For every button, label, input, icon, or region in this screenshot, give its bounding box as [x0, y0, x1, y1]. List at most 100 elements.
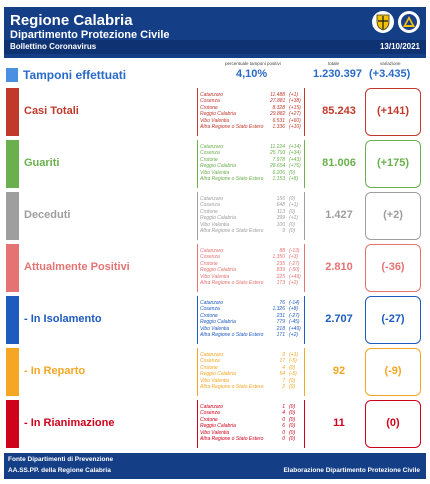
section-color-bar	[6, 244, 19, 292]
bulletin-date: 13/10/2021	[379, 42, 420, 51]
province-value: 1.153 (+8)	[270, 176, 298, 182]
province-change: (+1)	[289, 92, 299, 98]
province-change: (0)	[289, 436, 296, 442]
stat-section: - In Rianimazione Catanzaro 1 (0) Cosenza 4 (0…	[4, 400, 426, 448]
province-value: 156 (0)	[270, 196, 295, 202]
section-total: 92	[332, 365, 346, 377]
section-label: Attualmente Positivi	[24, 261, 130, 273]
tamponi-color-bar	[6, 68, 18, 82]
province-value: 29.882 (+27)	[270, 111, 301, 117]
province-breakdown-box	[197, 296, 305, 344]
province-change: (0)	[289, 410, 296, 417]
province-change: (+60)	[289, 117, 301, 124]
province-value: 88 (-13)	[270, 248, 299, 254]
footer-credit: Elaborazione Dipartimento Protezione Civ…	[283, 467, 420, 474]
province-count: 113	[277, 208, 285, 215]
tamponi-total: 1.230.397	[313, 68, 362, 80]
province-change: (-27)	[289, 312, 300, 319]
province-change: (+14)	[289, 144, 301, 150]
province-change: (+38)	[289, 98, 301, 105]
province-value: 54 (-5)	[270, 371, 297, 378]
section-variation: (0)	[386, 417, 400, 429]
province-name: Cosenza	[200, 254, 220, 261]
province-value: 28.654 (+76)	[270, 163, 301, 169]
province-change: (-5)	[289, 358, 297, 365]
province-count: 231	[276, 312, 285, 319]
province-count: 29.882	[270, 111, 286, 118]
province-change: (+43)	[289, 156, 301, 163]
province-count: 399	[276, 215, 285, 222]
province-change: (+76)	[289, 163, 301, 170]
province-change: (0)	[289, 416, 296, 423]
province-name: Crotone	[200, 364, 218, 371]
province-change: (-5)	[289, 371, 297, 378]
section-label: - In Isolamento	[24, 313, 102, 325]
region-crest-icon	[372, 11, 394, 33]
province-change: (+8)	[289, 306, 299, 313]
province-name: Cosenza	[200, 98, 220, 105]
province-count: 1.153	[272, 176, 285, 182]
variation-box	[365, 348, 421, 396]
province-count: 54	[279, 371, 285, 378]
province-count: 1	[282, 404, 285, 410]
province-value: 4 (0)	[270, 365, 295, 371]
province-name: Vibo Valentia	[200, 377, 230, 384]
province-count: 156	[276, 196, 285, 202]
province-name: Vibo Valentia	[200, 325, 230, 332]
province-count: 11.488	[270, 92, 285, 98]
section-color-bar	[6, 296, 19, 344]
province-value: 648 (+1)	[270, 202, 298, 208]
province-name: Reggio Calabria	[200, 371, 236, 378]
province-count: 779	[276, 319, 285, 326]
province-change: (-45)	[289, 319, 300, 326]
province-count: 4	[282, 410, 285, 417]
footer-source-line2: AA.SS.PP. della Regione Calabria	[8, 467, 111, 474]
footer-source-line1: Fonte Dipartimenti di Prevenzione	[8, 456, 114, 463]
section-color-bar	[6, 400, 19, 448]
province-name: Crotone	[200, 104, 218, 111]
province-name: Crotone	[200, 156, 218, 163]
province-value: 0 (0)	[270, 417, 295, 423]
province-change: (0)	[289, 423, 296, 430]
province-value: 7.978 (+43)	[270, 156, 301, 163]
province-count: 27.881	[270, 98, 286, 105]
province-change: (+1)	[289, 202, 299, 209]
province-value: 4 (0)	[270, 410, 295, 416]
province-count: 100	[276, 221, 285, 228]
province-change: (0)	[289, 404, 296, 410]
province-change: (+2)	[289, 280, 299, 286]
province-value: 2 (0)	[270, 384, 295, 390]
province-count: 4	[282, 364, 285, 371]
bulletin-bar: Bollettino Coronavirus 13/10/2021	[4, 40, 426, 54]
section-label: - In Reparto	[24, 365, 86, 377]
province-name: Altra Regione o Stato Estero	[200, 124, 264, 130]
province-change: (0)	[289, 196, 296, 202]
province-count: 173	[276, 280, 285, 286]
province-value: 0 (0)	[270, 430, 295, 436]
province-change: (0)	[289, 364, 296, 371]
province-breakdown-box	[197, 88, 305, 136]
variation-box	[365, 296, 421, 344]
province-value: 779 (-45)	[270, 319, 300, 325]
province-breakdown-box	[197, 400, 305, 448]
province-name: Crotone	[200, 260, 218, 267]
province-name: Catanzaro	[200, 352, 224, 358]
province-count: 0	[282, 429, 285, 436]
province-breakdown-box	[197, 192, 305, 240]
province-count: 0	[282, 416, 285, 423]
province-name: Vibo Valentia	[200, 429, 230, 436]
province-name: Altra Regione o Stato Estero	[200, 436, 264, 442]
province-name: Catanzaro	[200, 144, 224, 150]
province-name: Crotone	[200, 208, 218, 215]
department-subtitle: Dipartimento Protezione Civile	[10, 29, 170, 41]
section-label: Casi Totali	[24, 105, 79, 117]
tamponi-variation: (+3.435)	[369, 68, 411, 80]
province-value: 235 (-27)	[270, 261, 300, 267]
province-count: 7	[282, 377, 285, 384]
province-name: Altra Regione o Stato Estero	[200, 176, 264, 182]
province-value: 1.350 (+3)	[270, 254, 298, 260]
province-value: 1.326 (+8)	[270, 306, 298, 312]
province-name: Crotone	[200, 312, 218, 319]
province-name: Reggio Calabria	[200, 163, 236, 170]
province-change: (+27)	[289, 111, 301, 118]
